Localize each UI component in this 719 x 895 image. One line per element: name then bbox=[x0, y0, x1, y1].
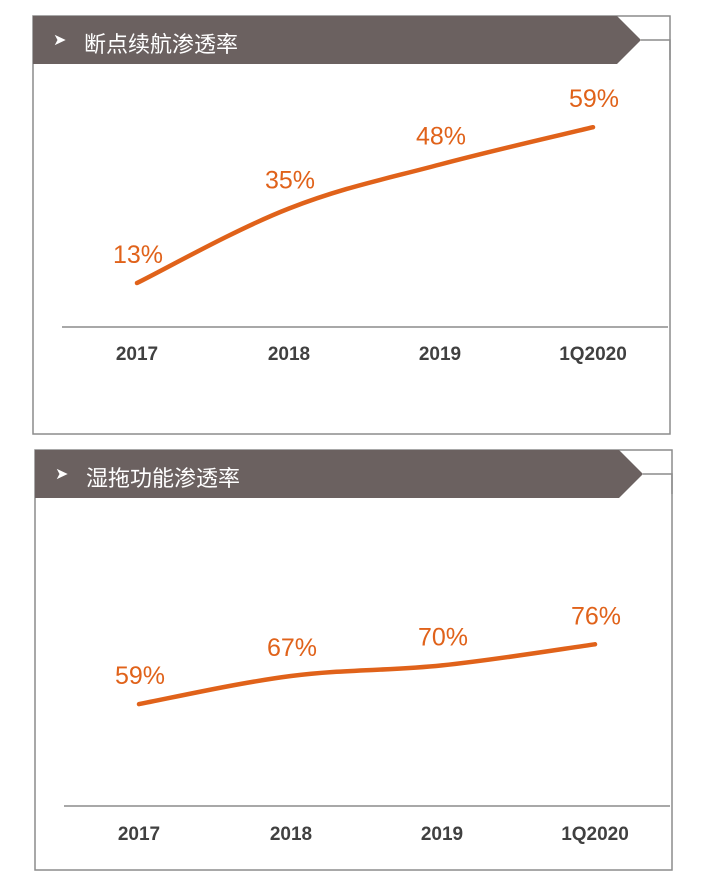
data-label: 67% bbox=[267, 634, 317, 662]
data-label: 59% bbox=[115, 662, 165, 690]
chart-frame bbox=[32, 15, 671, 435]
data-point bbox=[591, 125, 595, 130]
x-tick-label: 2019 bbox=[421, 824, 463, 845]
data-label: 48% bbox=[416, 123, 466, 151]
x-tick-label: 2018 bbox=[268, 344, 310, 365]
data-point bbox=[440, 663, 444, 668]
chart-title: 断点续航渗透率 bbox=[84, 33, 239, 58]
arrow-bullet-icon: ➤ bbox=[55, 466, 69, 483]
x-tick-label: 1Q2020 bbox=[559, 344, 627, 365]
data-point bbox=[438, 162, 442, 167]
x-tick-label: 1Q2020 bbox=[561, 824, 629, 845]
chart-panel-1: 13% 2017 35% 2018 48% 2019 59% 1Q2020 ➤ 断点续航渗透率 bbox=[0, 0, 719, 440]
header-connector-line bbox=[641, 39, 671, 60]
arrow-bullet-icon: ➤ bbox=[53, 32, 67, 49]
chart-1-svg: 13% 2017 35% 2018 48% 2019 59% 1Q2020 bbox=[32, 15, 671, 435]
data-label: 35% bbox=[265, 167, 315, 195]
data-label: 13% bbox=[113, 241, 163, 269]
x-tick-label: 2018 bbox=[270, 824, 312, 845]
header-banner bbox=[35, 450, 643, 498]
chart-title: 湿拖功能渗透率 bbox=[86, 467, 241, 492]
x-tick-label: 2019 bbox=[419, 344, 461, 365]
data-point bbox=[289, 674, 293, 678]
series-line bbox=[136, 642, 598, 707]
data-label: 59% bbox=[569, 85, 619, 113]
header-connector-line bbox=[643, 473, 673, 494]
header-banner bbox=[33, 16, 641, 64]
chart-2-svg: 59% 2017 67% 2018 70% 2019 76% 1Q2020 bbox=[34, 449, 673, 871]
data-point bbox=[593, 642, 597, 647]
data-point bbox=[135, 281, 139, 285]
data-label: 76% bbox=[571, 602, 621, 630]
data-point bbox=[137, 702, 141, 707]
chart-frame bbox=[34, 449, 673, 871]
x-tick-label: 2017 bbox=[118, 824, 160, 845]
x-tick-label: 2017 bbox=[116, 344, 158, 365]
data-point bbox=[287, 206, 291, 211]
data-label: 70% bbox=[418, 623, 468, 651]
series-line bbox=[134, 124, 596, 286]
chart-panel-2: 59% 2017 67% 2018 70% 2019 76% 1Q2020 ➤ 湿拖功能渗透率 bbox=[0, 440, 719, 880]
